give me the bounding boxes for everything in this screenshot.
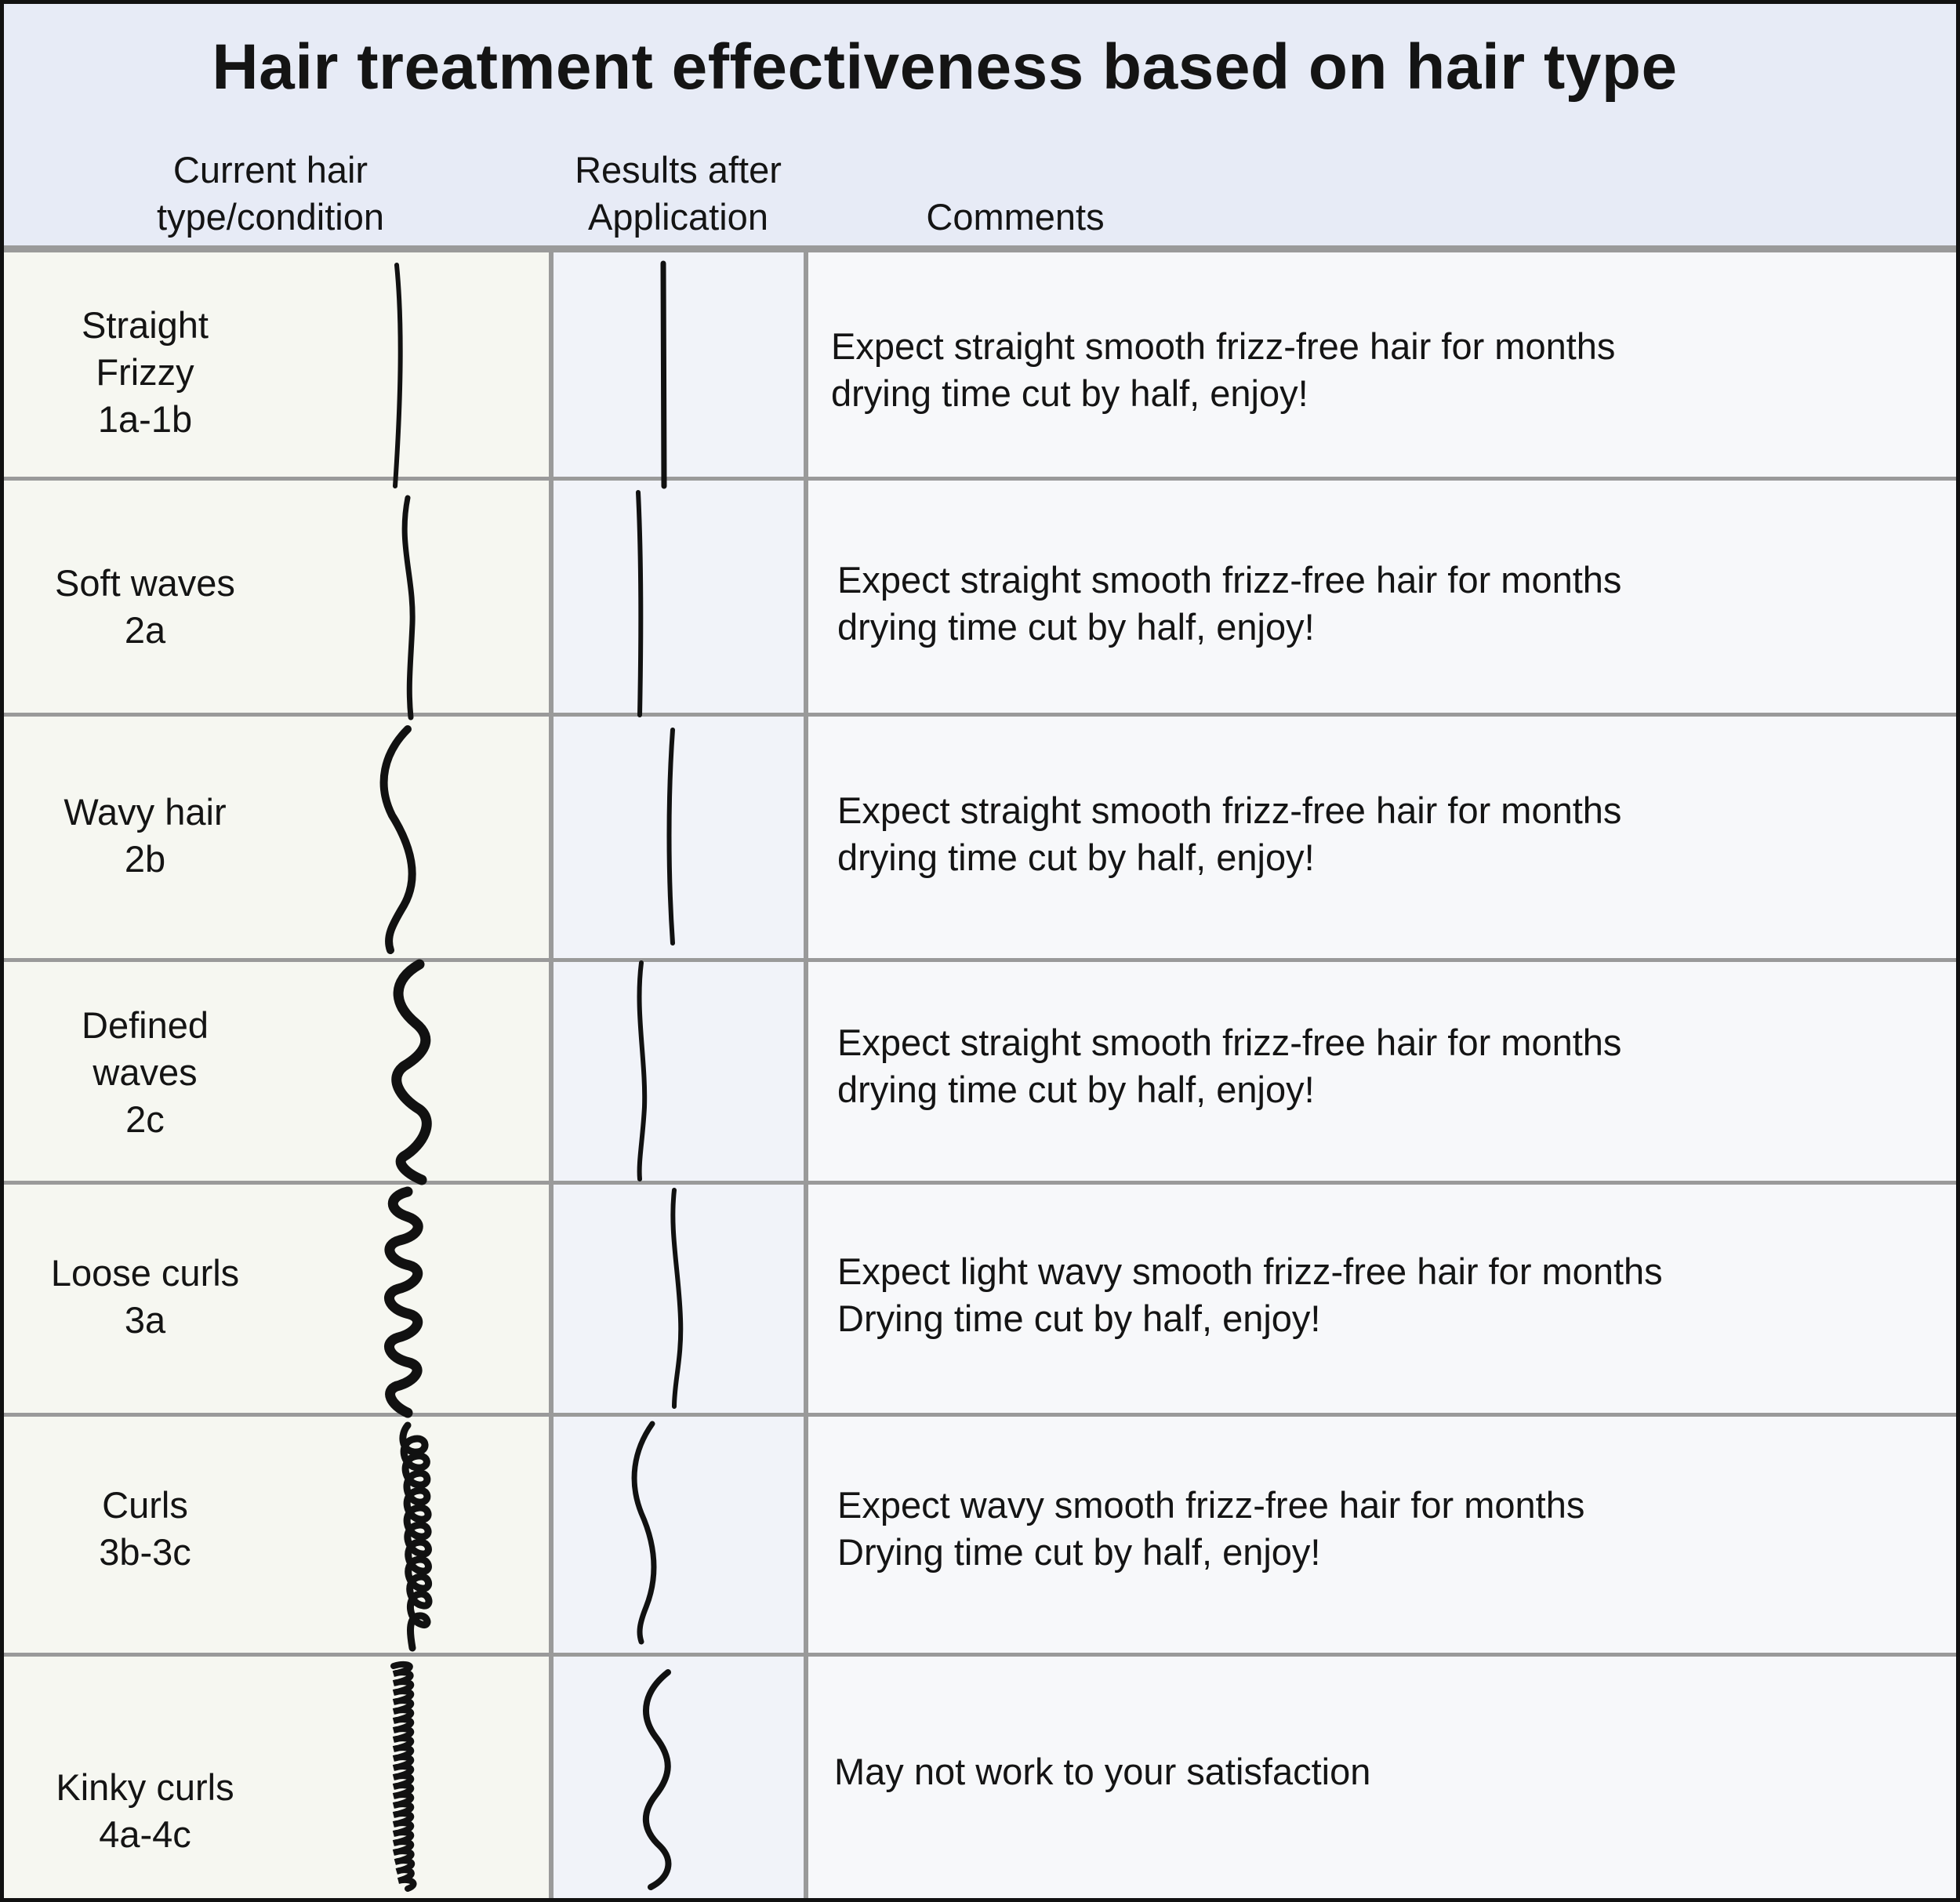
hair-type-label: Soft waves 2a [55, 562, 235, 651]
soft-wave-hair-strand-icon [401, 495, 416, 721]
comment-text: Expect straight smooth frizz-free hair f… [837, 559, 1622, 648]
header-divider [0, 245, 1960, 252]
hair-type-label: Wavy hair 2b [64, 791, 227, 880]
wavy-hair-strand-icon [631, 1421, 657, 1645]
row-divider [0, 1653, 1960, 1657]
straight-hair-strand-icon [666, 728, 675, 946]
column-results-background [554, 252, 804, 1898]
defined-wave-hair-strand-icon [643, 1669, 672, 1890]
row-divider [0, 1181, 1960, 1185]
light-wave-hair-strand-icon [670, 1188, 684, 1409]
column-divider [804, 249, 808, 1902]
comment-text: Expect wavy smooth frizz-free hair for m… [837, 1484, 1585, 1573]
comment-text: May not work to your satisfaction [834, 1751, 1371, 1792]
comment-text: Expect straight smooth frizz-free hair f… [831, 325, 1616, 414]
page-title: Hair treatment effectiveness based on ha… [212, 31, 1678, 103]
loose-curl-hair-strand-icon [384, 1186, 423, 1418]
column-header-current: Current hair type/condition [156, 149, 385, 238]
column-divider [549, 249, 554, 1902]
hair-type-label: Curls 3b-3c [99, 1484, 191, 1573]
row-divider [0, 958, 1960, 962]
straight-hair-strand-icon [636, 490, 644, 717]
hair-type-label: Kinky curls 4a-4c [56, 1766, 234, 1855]
wavy-hair-strand-icon [379, 725, 416, 954]
header-band: Hair treatment effectiveness based on ha… [4, 4, 1956, 245]
row-divider [0, 1413, 1960, 1417]
comment-text: Expect light wavy smooth frizz-free hair… [837, 1250, 1663, 1339]
column-comments-background [808, 252, 1956, 1898]
comment-text: Expect straight smooth frizz-free hair f… [837, 1022, 1622, 1110]
hair-type-label: Straight Frizzy 1a-1b [82, 304, 209, 440]
kinky-curl-hair-strand-icon [390, 1661, 417, 1892]
straight-hair-strand-icon [393, 263, 403, 488]
hair-type-label: Loose curls 3a [50, 1252, 240, 1341]
hair-type-label: Defined waves 2c [82, 1004, 209, 1140]
near-straight-hair-strand-icon [637, 960, 648, 1181]
curl-hair-strand-icon [399, 1421, 433, 1652]
row-divider [0, 713, 1960, 717]
comment-text: Expect straight smooth frizz-free hair f… [837, 789, 1622, 878]
column-header-comments: Comments [926, 196, 1105, 238]
straight-hair-strand-icon [660, 260, 667, 489]
column-header-results: Results after Application [575, 149, 782, 238]
row-divider [0, 477, 1960, 481]
column-current-background [4, 252, 550, 1898]
defined-wave-hair-strand-icon [391, 959, 432, 1185]
